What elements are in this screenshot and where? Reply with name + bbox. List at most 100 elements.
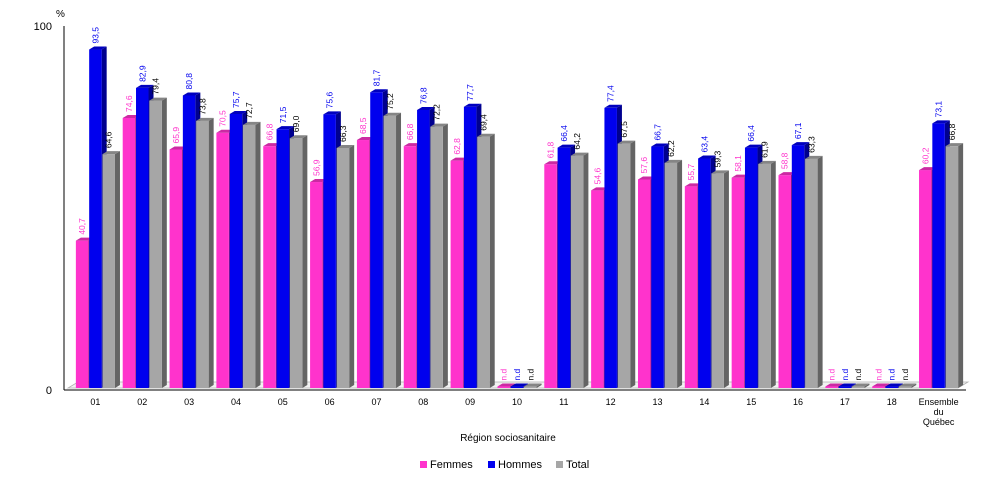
bar-total-3 — [242, 121, 261, 389]
bar-total-18 — [945, 143, 964, 388]
legend-item-total: Total — [556, 459, 589, 471]
value-label-hommes-5: 75,6 — [325, 92, 335, 109]
chart-category-labels: 01 02 03 04 05 06 07 08 09 10 11 12 13 14 15 16 17 18 Ense… — [90, 397, 958, 427]
bar-total-1 — [149, 97, 167, 389]
value-label-total-18: 66,8 — [947, 123, 957, 140]
value-label-hommes-1: 82,9 — [137, 65, 147, 82]
bar-total-10 — [570, 152, 589, 388]
bar-total-13 — [711, 170, 729, 388]
legend-swatch-total — [556, 461, 563, 468]
bar-total-11 — [617, 140, 636, 388]
value-label-total-10: 64,2 — [572, 133, 582, 150]
value-label-femmes-7: 66,8 — [405, 123, 415, 140]
value-label-hommes-6: 81,7 — [371, 69, 381, 86]
category-label-0-0: 01 — [90, 397, 100, 407]
category-label-11-0: 12 — [606, 397, 616, 407]
value-label-hommes-17: n.d — [887, 368, 897, 380]
category-label-13-0: 14 — [699, 397, 709, 407]
value-label-total-7: 72,2 — [432, 104, 442, 121]
value-label-hommes-15: 67,1 — [793, 122, 803, 139]
value-label-total-12: 62,2 — [666, 140, 676, 157]
category-label-18-2: Québec — [923, 417, 955, 427]
value-label-femmes-9: n.d — [499, 368, 509, 380]
value-label-total-13: 59,3 — [713, 151, 723, 168]
category-label-4-0: 05 — [278, 397, 288, 407]
bar-total-4 — [289, 135, 308, 388]
value-label-hommes-4: 71,5 — [278, 106, 288, 123]
legend-item-hommes: Hommes — [488, 459, 543, 471]
value-label-hommes-9: n.d — [512, 368, 522, 380]
value-label-hommes-12: 66,7 — [653, 124, 663, 141]
value-label-femmes-10: 61,8 — [546, 141, 556, 158]
value-label-femmes-11: 54,6 — [592, 168, 602, 185]
bar-total-9 — [524, 383, 542, 388]
chart-legend: Femmes Hommes Total — [420, 459, 589, 471]
value-label-total-16: n.d — [853, 368, 863, 380]
legend-label-femmes: Femmes — [430, 459, 473, 471]
category-label-17-0: 18 — [887, 397, 897, 407]
bar-total-12 — [664, 159, 683, 388]
value-label-hommes-7: 76,8 — [418, 87, 428, 104]
category-label-16-0: 17 — [840, 397, 850, 407]
value-label-total-14: 61,9 — [760, 141, 770, 158]
value-label-femmes-13: 55,7 — [686, 164, 696, 181]
value-label-femmes-14: 58,1 — [733, 155, 743, 172]
category-label-1-0: 02 — [137, 397, 147, 407]
bar-total-15 — [805, 155, 823, 388]
value-label-femmes-1: 74,6 — [124, 95, 134, 112]
value-label-femmes-4: 66,8 — [264, 123, 274, 140]
value-label-femmes-3: 70,5 — [218, 110, 228, 127]
value-label-hommes-2: 80,8 — [184, 73, 194, 90]
value-label-total-0: 64,6 — [104, 131, 114, 148]
category-label-7-0: 08 — [418, 397, 428, 407]
bar-total-16 — [851, 383, 870, 388]
y-tick-zero: 0 — [46, 385, 52, 397]
value-label-hommes-16: n.d — [840, 368, 850, 380]
value-label-femmes-17: n.d — [873, 368, 883, 380]
category-label-2-0: 03 — [184, 397, 194, 407]
category-label-14-0: 15 — [746, 397, 756, 407]
value-label-femmes-18: 60,2 — [920, 147, 930, 164]
value-label-hommes-11: 77,4 — [606, 85, 616, 102]
value-label-total-5: 66,3 — [338, 125, 348, 142]
value-label-total-9: n.d — [525, 368, 535, 380]
value-label-hommes-3: 75,7 — [231, 91, 241, 108]
value-label-hommes-8: 77,7 — [465, 84, 475, 101]
bar-total-14 — [758, 160, 776, 388]
chart-value-labels: 40,7 93,5 64,6 74,6 82,9 79,4 65,9 80,873,8 70,5… — [77, 27, 957, 381]
category-label-12-0: 13 — [653, 397, 663, 407]
value-label-total-2: 73,8 — [197, 98, 207, 115]
value-label-total-11: 67,5 — [619, 121, 629, 138]
value-label-femmes-12: 57,6 — [639, 157, 649, 174]
value-label-femmes-5: 56,9 — [311, 159, 321, 176]
bar-total-2 — [196, 117, 214, 389]
category-label-8-0: 09 — [465, 397, 475, 407]
value-label-femmes-2: 65,9 — [171, 127, 181, 144]
category-label-18-1: du — [934, 407, 944, 417]
value-label-femmes-15: 58,8 — [780, 152, 790, 169]
value-label-hommes-10: 66,4 — [559, 125, 569, 142]
y-unit-label: % — [56, 9, 65, 20]
value-label-total-8: 69,4 — [478, 114, 488, 131]
value-label-total-4: 69,0 — [291, 115, 301, 132]
x-axis-title: Région sociosanitaire — [460, 433, 556, 444]
value-label-hommes-0: 93,5 — [90, 27, 100, 44]
bar-total-0 — [102, 151, 120, 388]
category-label-3-0: 04 — [231, 397, 241, 407]
value-label-total-17: n.d — [900, 368, 910, 380]
category-label-10-0: 11 — [559, 397, 568, 407]
y-tick-max: 100 — [34, 21, 52, 33]
chart-bars — [75, 46, 964, 389]
value-label-total-1: 79,4 — [151, 78, 161, 95]
bar-total-7 — [430, 123, 448, 389]
legend-label-total: Total — [566, 459, 589, 471]
bar-total-17 — [898, 383, 917, 388]
bar-total-8 — [477, 133, 495, 388]
value-label-femmes-0: 40,7 — [77, 218, 87, 235]
value-label-femmes-6: 68,5 — [358, 117, 368, 134]
value-label-femmes-8: 62,8 — [452, 138, 462, 155]
category-label-6-0: 07 — [371, 397, 381, 407]
category-label-18-0: Ensemble — [919, 397, 959, 407]
value-label-total-6: 75,2 — [385, 93, 395, 110]
